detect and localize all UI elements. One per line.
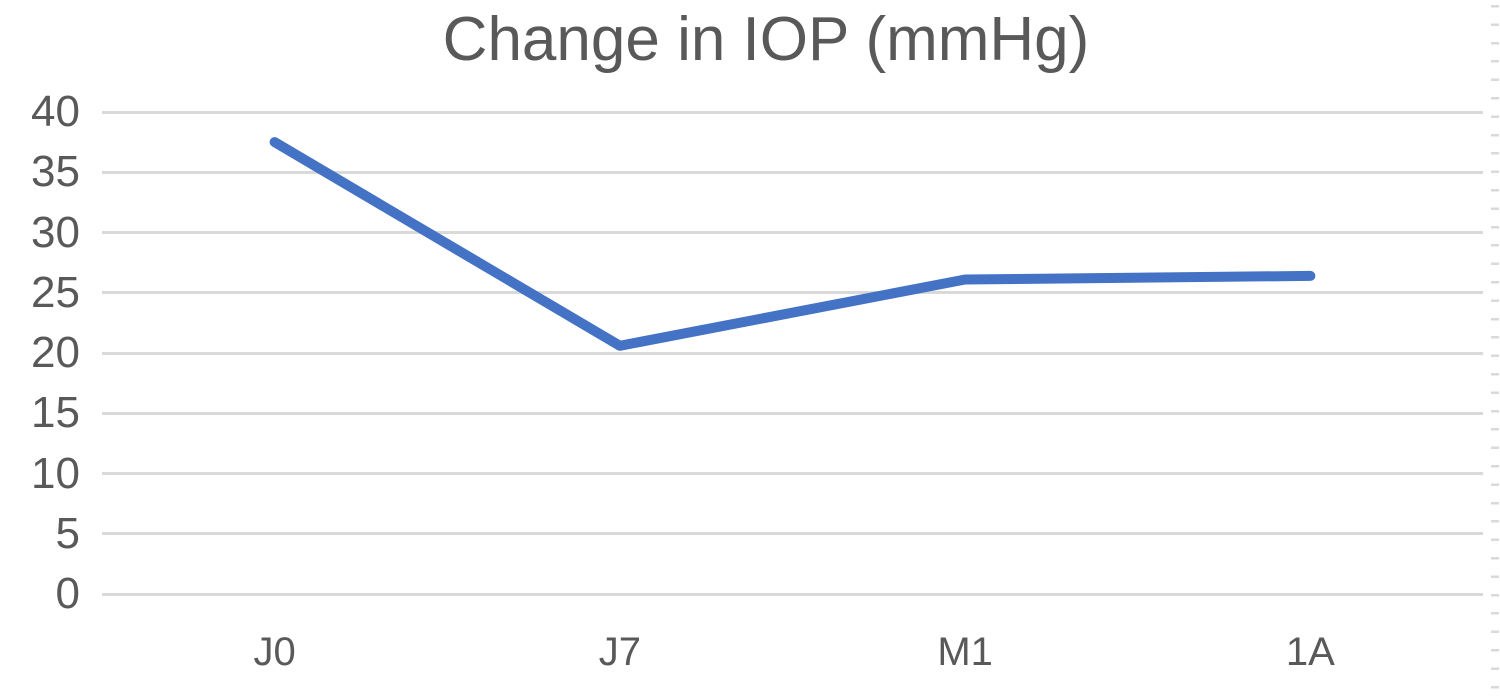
data-series-line <box>269 137 1316 351</box>
chart-title: Change in IOP (mmHg) <box>442 5 1090 74</box>
gridline <box>102 231 1483 234</box>
gridline <box>102 532 1483 536</box>
right-edge-minor-ticks <box>1491 5 1499 698</box>
x-tick-label: 1A <box>1285 630 1335 674</box>
gridline <box>102 170 1483 174</box>
gridline <box>102 110 1483 114</box>
gridline <box>102 351 1483 355</box>
y-tick-label: 15 <box>31 388 80 438</box>
y-tick-label: 25 <box>31 267 80 317</box>
x-tick-label: J0 <box>253 630 296 674</box>
x-tick-label: J7 <box>598 630 641 674</box>
x-tick-label: M1 <box>937 630 993 674</box>
gridline <box>102 592 1483 596</box>
y-tick-label: 35 <box>31 147 80 197</box>
gridline <box>102 411 1483 415</box>
y-tick-label: 10 <box>31 448 80 498</box>
y-tick-label: 20 <box>31 328 80 377</box>
gridline <box>102 472 1483 475</box>
y-tick-label: 5 <box>55 508 80 558</box>
y-tick-label: 30 <box>31 207 80 257</box>
y-tick-label: 40 <box>31 87 80 136</box>
y-tick-label: 0 <box>55 569 80 618</box>
gridline <box>102 291 1483 295</box>
